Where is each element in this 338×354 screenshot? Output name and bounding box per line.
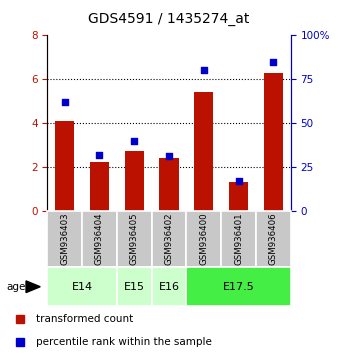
Text: GDS4591 / 1435274_at: GDS4591 / 1435274_at [88, 12, 250, 27]
Text: percentile rank within the sample: percentile rank within the sample [36, 337, 212, 347]
Point [271, 59, 276, 64]
Bar [160, 158, 178, 211]
Bar [47, 267, 117, 306]
Bar [55, 121, 74, 211]
Text: GSM936406: GSM936406 [269, 213, 278, 265]
Text: E14: E14 [72, 282, 93, 292]
Bar [125, 152, 144, 211]
Text: E17.5: E17.5 [223, 282, 255, 292]
Point [131, 138, 137, 143]
Point [97, 152, 102, 158]
Point [62, 99, 67, 105]
Bar [264, 73, 283, 211]
Bar [221, 211, 256, 267]
Point [166, 154, 172, 159]
Bar [82, 211, 117, 267]
Polygon shape [26, 281, 40, 292]
Bar [152, 267, 186, 306]
Text: E15: E15 [124, 282, 145, 292]
Text: age: age [7, 282, 26, 292]
Text: GSM936403: GSM936403 [60, 213, 69, 265]
Bar [186, 211, 221, 267]
Bar [117, 267, 152, 306]
Text: GSM936401: GSM936401 [234, 213, 243, 265]
Text: GSM936402: GSM936402 [165, 213, 173, 265]
Text: GSM936405: GSM936405 [130, 213, 139, 265]
Bar [194, 92, 213, 211]
Text: GSM936400: GSM936400 [199, 213, 208, 265]
Point [236, 178, 241, 184]
Point [201, 68, 207, 73]
Bar [229, 182, 248, 211]
Text: GSM936404: GSM936404 [95, 213, 104, 265]
Text: transformed count: transformed count [36, 314, 133, 324]
Text: E16: E16 [159, 282, 179, 292]
Bar [256, 211, 291, 267]
Bar [152, 211, 186, 267]
Bar [47, 211, 82, 267]
Bar [186, 267, 291, 306]
Bar [117, 211, 152, 267]
Bar [90, 162, 109, 211]
